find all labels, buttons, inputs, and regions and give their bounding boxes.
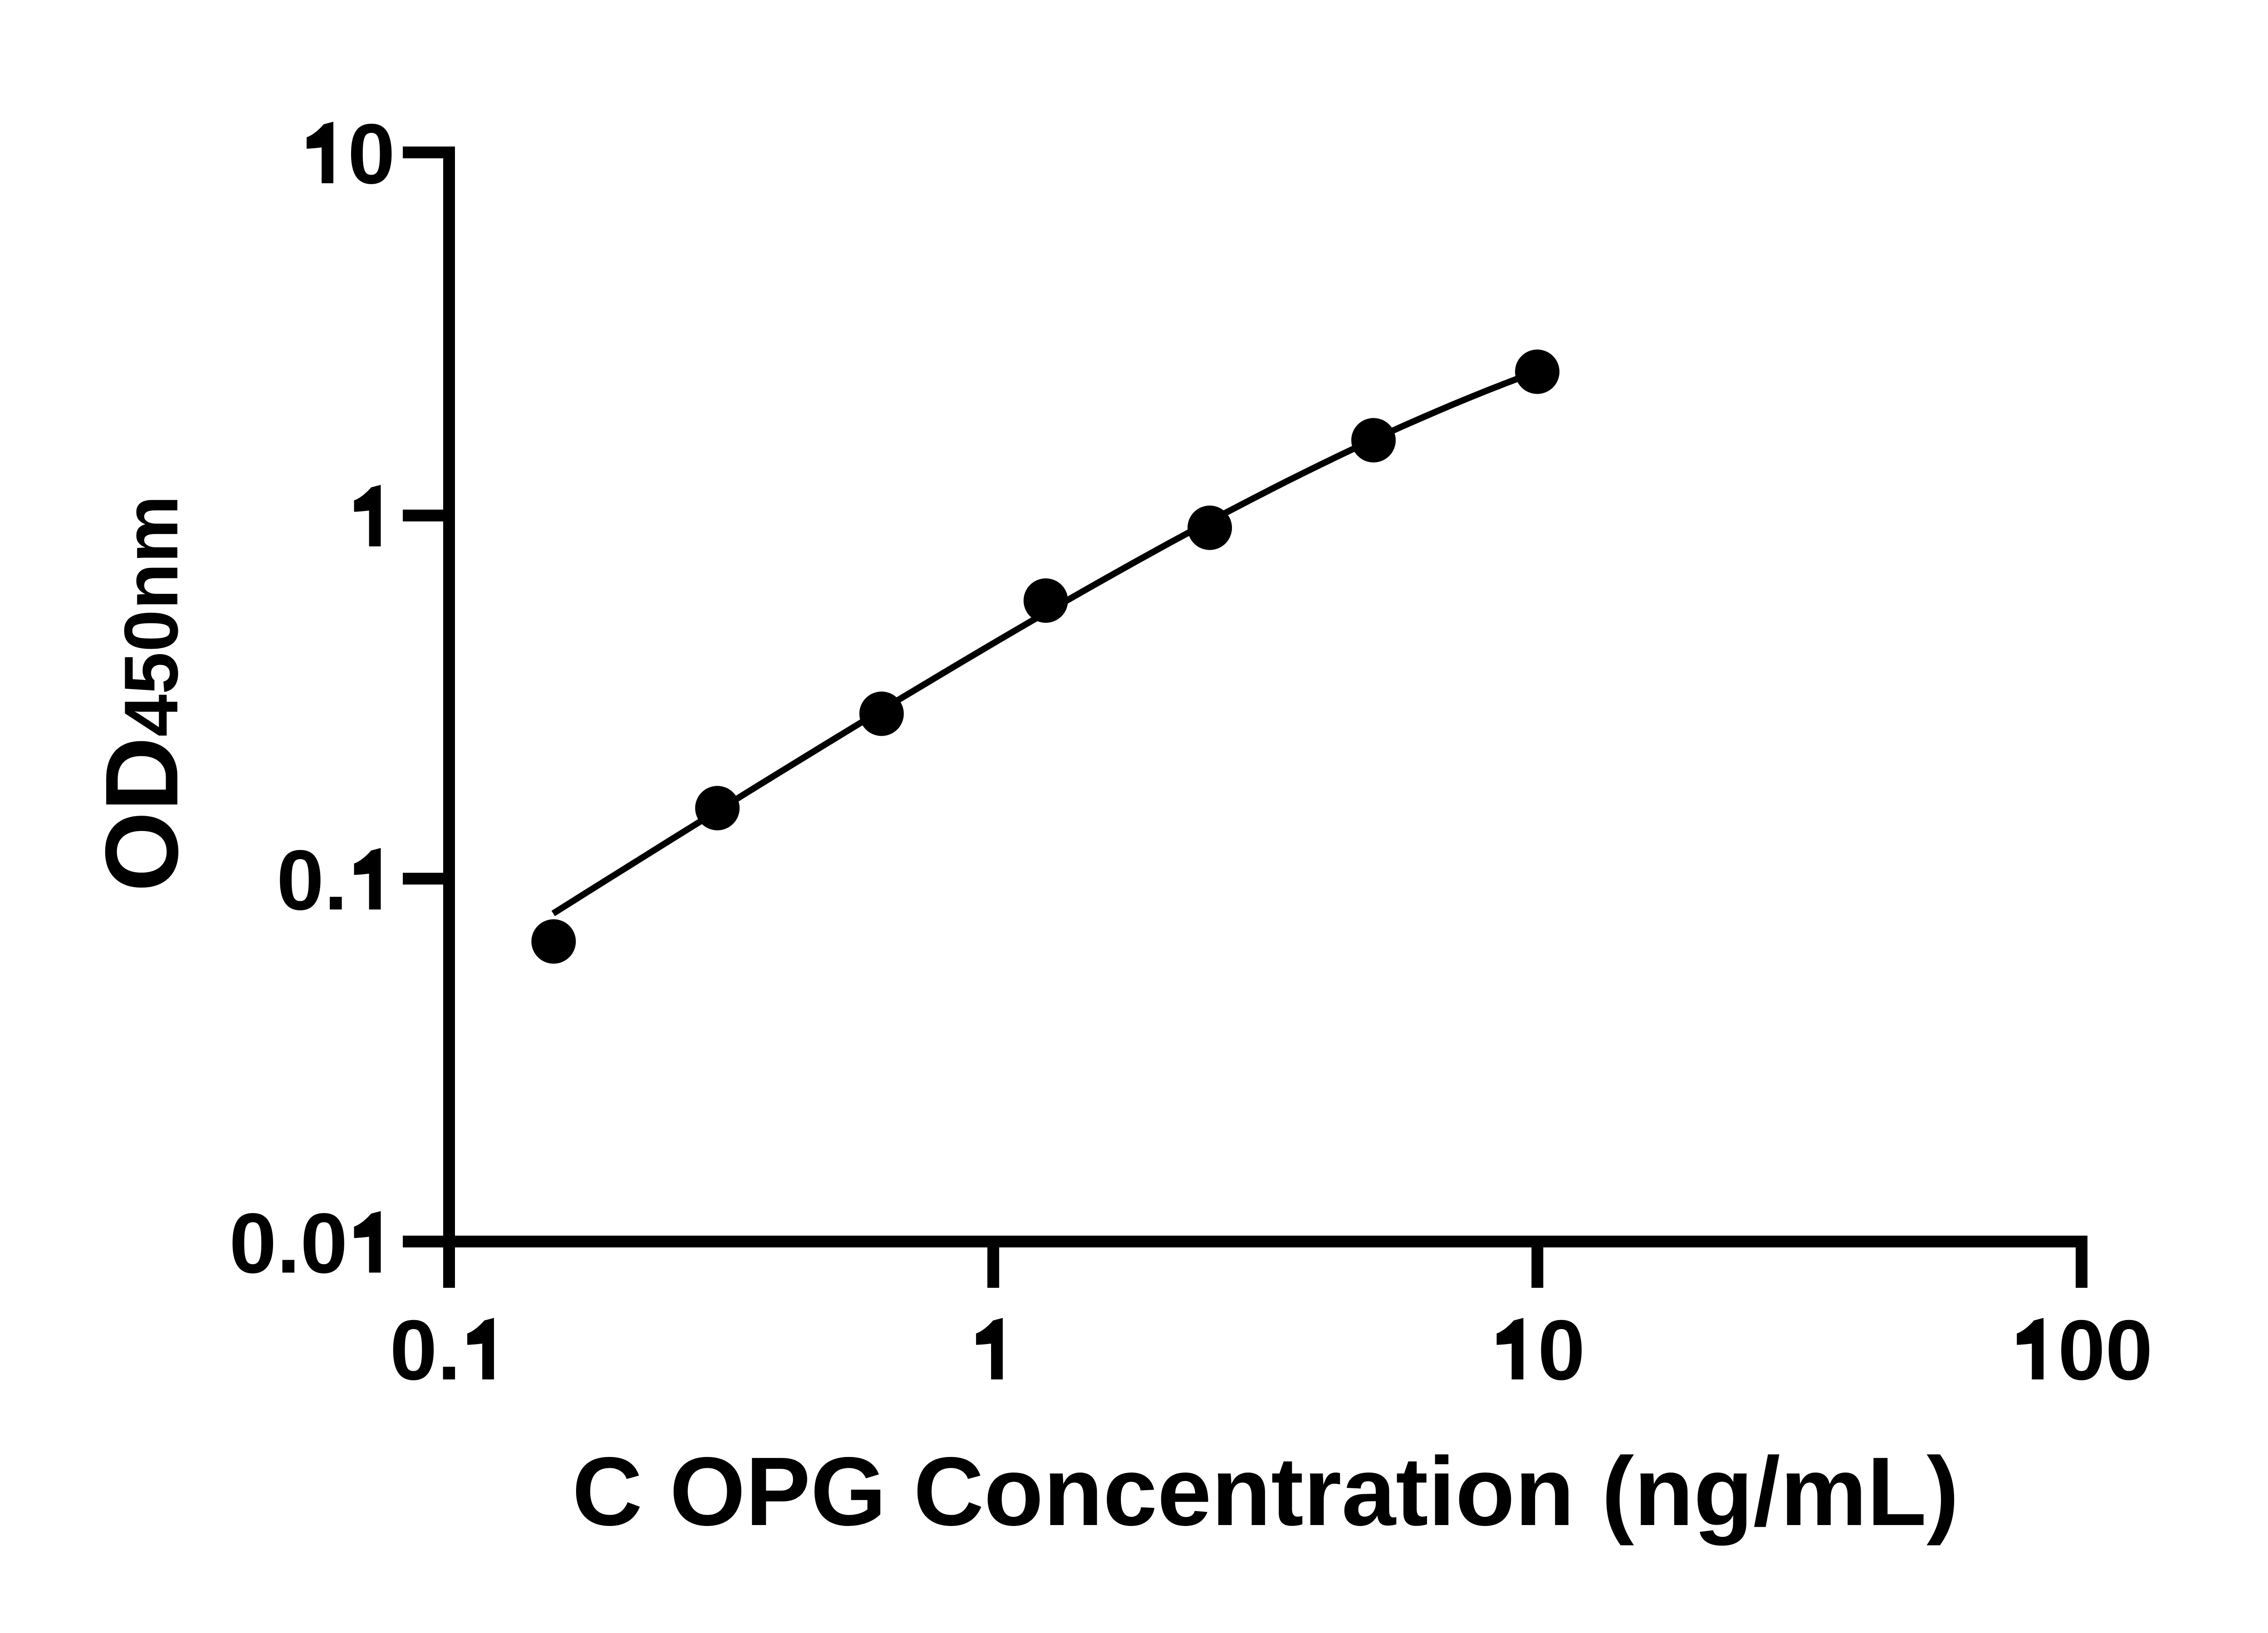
svg-text:0: 0 <box>348 106 396 201</box>
svg-text:00: 00 <box>2058 1302 2153 1398</box>
svg-text:0.0: 0.0 <box>229 1196 347 1291</box>
svg-text:0: 0 <box>1538 1302 1585 1398</box>
svg-text:C OPG Concentration (ng/mL): C OPG Concentration (ng/mL) <box>572 1437 1959 1546</box>
svg-text:0.: 0. <box>390 1302 461 1398</box>
svg-text:0.: 0. <box>277 832 348 928</box>
